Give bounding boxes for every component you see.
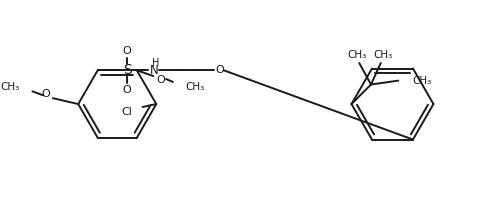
Text: O: O: [215, 65, 224, 75]
Text: CH₃: CH₃: [373, 50, 392, 60]
Text: O: O: [42, 89, 50, 99]
Text: S: S: [123, 63, 131, 77]
Text: N: N: [150, 64, 159, 77]
Text: H: H: [152, 59, 159, 68]
Text: CH₃: CH₃: [348, 50, 367, 60]
Text: CH₃: CH₃: [185, 82, 205, 92]
Text: O: O: [123, 85, 131, 95]
Text: CH₃: CH₃: [412, 76, 431, 86]
Text: O: O: [157, 75, 165, 85]
Text: O: O: [123, 46, 131, 56]
Text: CH₃: CH₃: [0, 82, 20, 92]
Text: Cl: Cl: [121, 107, 132, 117]
